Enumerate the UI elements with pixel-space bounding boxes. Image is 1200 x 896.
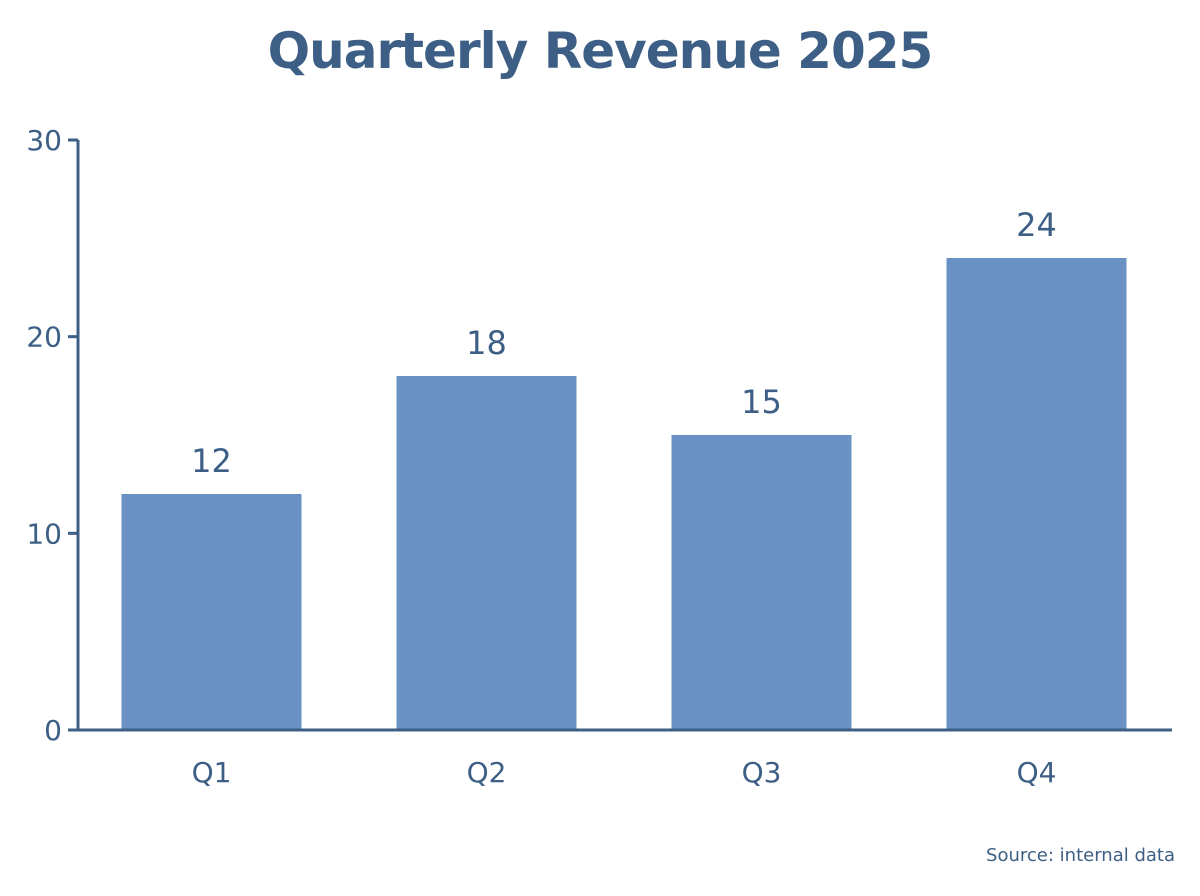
bars: 12 18 15 24	[121, 206, 1127, 730]
y-tick-label: 10	[26, 517, 62, 550]
x-axis: Q1 Q2 Q3 Q4	[68, 728, 1172, 789]
bar-q1	[121, 494, 302, 730]
y-tick-label: 20	[26, 321, 62, 354]
data-label: 15	[741, 383, 782, 421]
data-label: 12	[191, 442, 232, 480]
y-tick-label: 0	[44, 714, 62, 747]
source-note: Source: internal data	[986, 845, 1175, 866]
x-tick-label: Q4	[1017, 756, 1057, 789]
bar-q4	[946, 258, 1127, 730]
chart-title: Quarterly Revenue 2025	[267, 22, 934, 80]
y-axis: 0 10 20 30	[26, 124, 80, 747]
bar-q2	[396, 376, 577, 730]
bar-q3	[671, 435, 852, 730]
y-tick-label: 30	[26, 124, 62, 157]
x-tick-label: Q1	[192, 756, 232, 789]
data-label: 24	[1016, 206, 1057, 244]
x-tick-label: Q3	[742, 756, 782, 789]
x-tick-label: Q2	[467, 756, 507, 789]
data-label: 18	[466, 324, 507, 362]
